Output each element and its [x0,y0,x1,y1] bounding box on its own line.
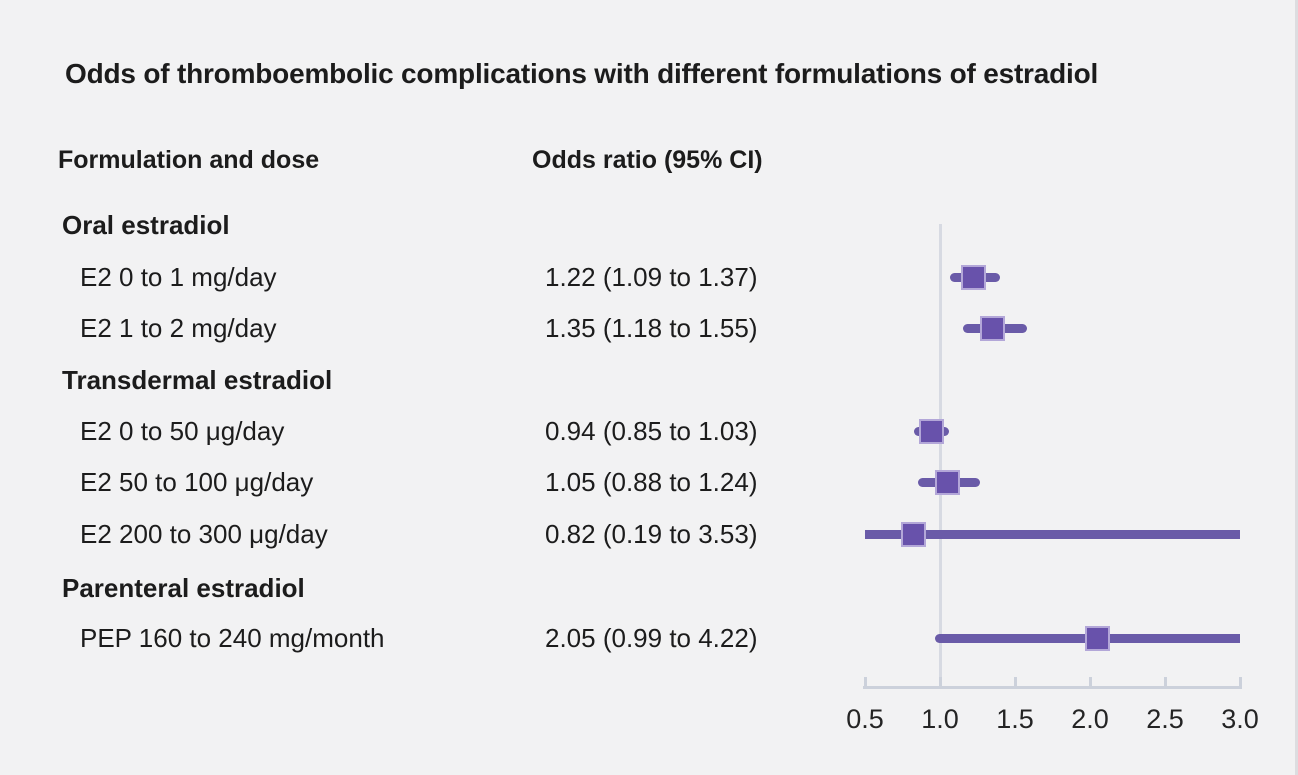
row-item-label: E2 1 to 2 mg/day [80,313,277,343]
point-estimate-marker [982,317,1003,339]
row-or-value: 0.82 (0.19 to 3.53) [545,519,758,549]
row-or-value: 2.05 (0.99 to 4.22) [545,623,758,653]
x-axis-tick [1088,677,1092,686]
row-item-label: E2 200 to 300 μg/day [80,519,328,549]
column-header-odds-ratio: Odds ratio (95% CI) [532,146,763,174]
x-axis-tick-label: 3.0 [1221,704,1259,734]
reference-line-or-1 [938,224,942,689]
x-axis-tick-label: 2.5 [1146,704,1184,734]
row-or-value: 1.35 (1.18 to 1.55) [545,313,758,343]
row-item-label: E2 0 to 1 mg/day [80,262,277,292]
x-axis-line [863,686,1242,689]
point-estimate-marker [902,523,924,545]
screen-right-edge [1295,0,1298,775]
row-or-value: 0.94 (0.85 to 1.03) [545,416,758,446]
row-or-value: 1.05 (0.88 to 1.24) [545,467,758,497]
chart-title: Odds of thromboembolic complications wit… [65,58,1099,89]
row-group-label: Oral estradiol [62,210,230,240]
x-axis-tick [1238,677,1242,686]
point-estimate-marker [962,266,984,288]
point-estimate-marker [937,471,958,493]
x-axis-tick-label: 0.5 [846,704,884,734]
row-item-label: PEP 160 to 240 mg/month [80,623,385,653]
row-item-label: E2 0 to 50 μg/day [80,416,285,446]
x-axis-tick-label: 1.5 [996,704,1034,734]
x-axis-tick [863,677,867,686]
x-axis-tick [938,677,942,686]
column-header-formulation: Formulation and dose [58,146,320,174]
x-axis-tick [1013,677,1017,686]
point-estimate-marker [1087,627,1108,649]
x-axis-tick-label: 1.0 [921,704,959,734]
row-group-label: Parenteral estradiol [62,573,305,603]
row-or-value: 1.22 (1.09 to 1.37) [545,262,758,292]
row-item-label: E2 50 to 100 μg/day [80,467,314,497]
confidence-interval-bar [865,529,1240,539]
x-axis-tick-label: 2.0 [1071,704,1109,734]
x-axis-tick [1163,677,1167,686]
point-estimate-marker [920,420,942,442]
row-group-label: Transdermal estradiol [62,365,333,395]
